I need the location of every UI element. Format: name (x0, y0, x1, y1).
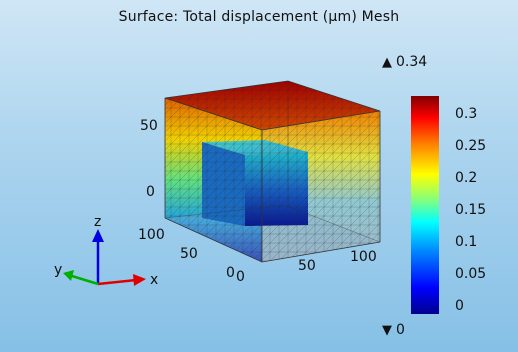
y-tick-label: 50 (180, 246, 198, 262)
legend-tick-label: 0 (455, 298, 464, 314)
legend-tick-label: 0.15 (455, 201, 487, 218)
legend-tick-label: 0.1 (455, 233, 478, 250)
color-legend-bar (411, 96, 439, 314)
plot-title: Surface: Total displacement (µm) Mesh (118, 9, 400, 25)
x-arrow-head-icon (133, 274, 146, 286)
max-value-label: ▲ 0.34 (382, 54, 428, 70)
min-value-label: ▼ 0 (382, 322, 405, 338)
y-arrow-head-icon (63, 270, 74, 281)
triad-y-label: y (54, 262, 62, 278)
legend-tick-label: 0.3 (455, 105, 478, 122)
inner-box (202, 140, 308, 226)
up-triangle-icon: ▲ (382, 55, 392, 70)
triad-x-label: x (150, 272, 158, 288)
down-triangle-icon: ▼ (382, 323, 392, 338)
y-axis-arrow (71, 274, 99, 286)
y-tick-label: 0 (226, 265, 235, 281)
x-axis-arrow (97, 278, 137, 286)
z-tick-label: 0 (146, 184, 155, 200)
axis-labels: 50 0 100 50 0 0 50 100 (138, 118, 377, 285)
x-tick-label: 50 (298, 258, 316, 274)
z-arrow-head-icon (92, 229, 104, 242)
x-tick-label: 0 (236, 269, 245, 285)
legend-tick-label: 0.05 (455, 265, 487, 282)
legend-tick-label: 0.25 (455, 137, 487, 154)
triad-z-label: z (94, 214, 101, 230)
legend-tick-label: 0.2 (455, 169, 478, 186)
x-tick-label: 100 (350, 249, 377, 265)
axis-triad: z x y (54, 214, 158, 288)
box-edges (164, 80, 381, 263)
y-tick-label: 100 (138, 227, 165, 243)
z-tick-label: 50 (140, 118, 158, 134)
